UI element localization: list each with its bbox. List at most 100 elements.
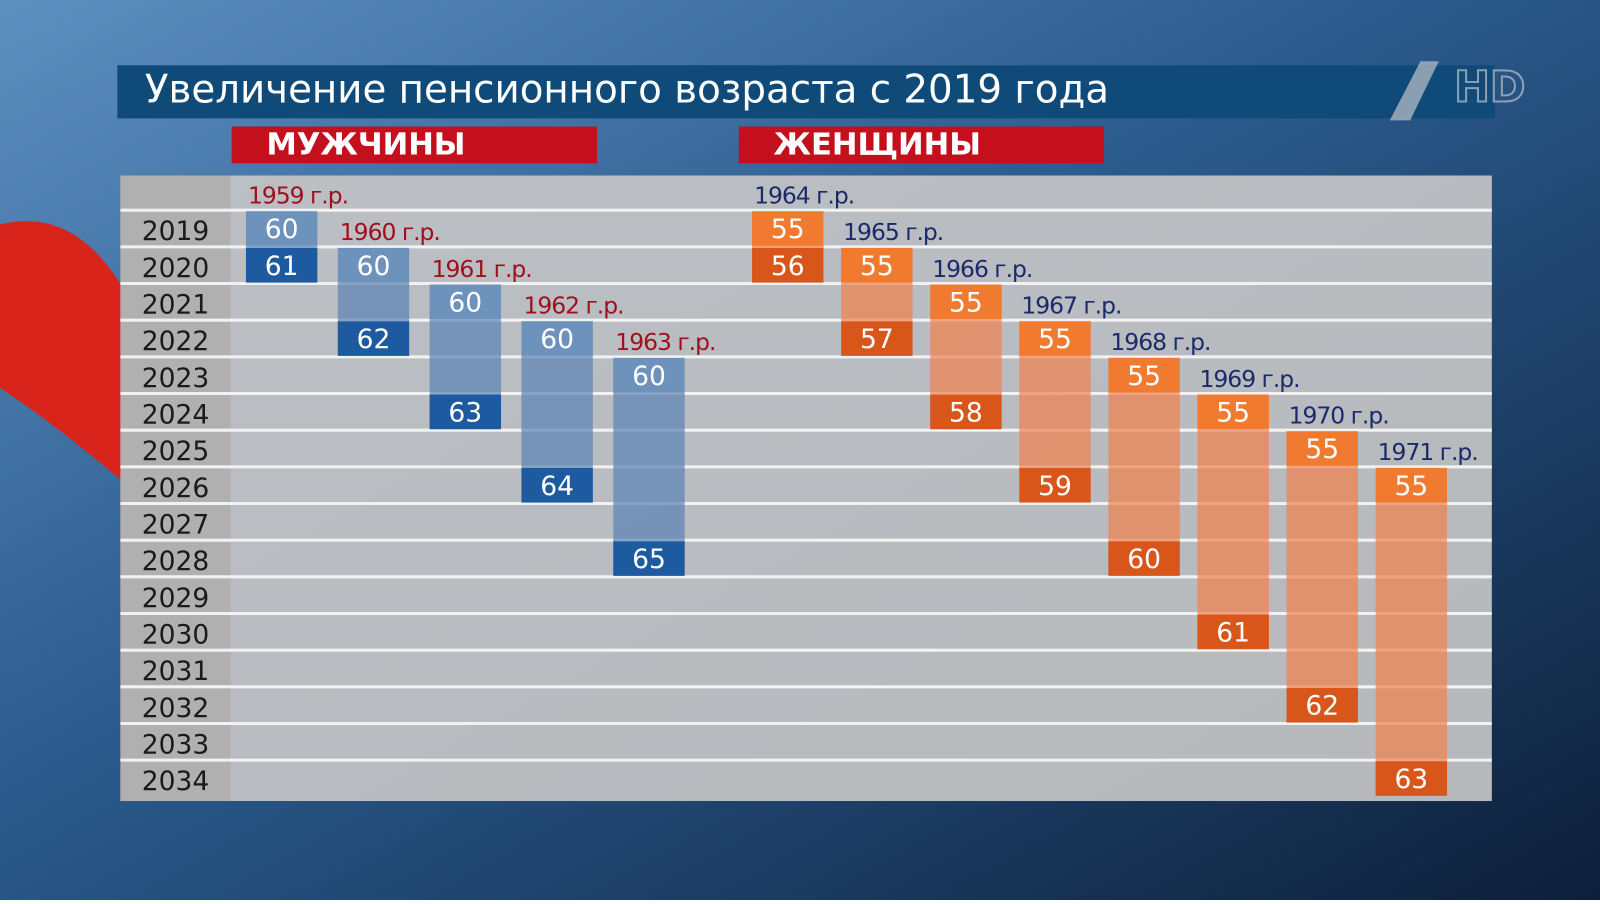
end-age: 62 <box>357 324 391 355</box>
cohort-span <box>337 282 410 322</box>
cohort-label: 1968 г.р. <box>1110 328 1210 356</box>
end-box <box>841 321 913 356</box>
end-box <box>1197 614 1269 650</box>
start-box <box>841 247 913 283</box>
start-box <box>521 321 593 356</box>
cohort-label: 1964 г.р. <box>754 181 854 209</box>
title: Увеличение пенсионного возраста с 2019 г… <box>145 67 1109 112</box>
cohort-span <box>245 245 318 248</box>
year-label: 2023 <box>142 363 209 394</box>
cohort-span <box>841 282 913 322</box>
year-label: 2022 <box>142 326 209 357</box>
group-label: МУЖЧИНЫ <box>266 127 465 162</box>
start-age: 55 <box>949 287 983 318</box>
year-label: 2019 <box>142 216 209 247</box>
end-age: 65 <box>632 544 666 575</box>
end-box <box>752 247 824 283</box>
end-age: 57 <box>860 324 894 355</box>
cohort-span <box>1108 392 1180 542</box>
start-age: 55 <box>1305 434 1339 465</box>
end-age: 61 <box>1216 617 1250 648</box>
year-label: 2028 <box>142 546 209 577</box>
logo-hd: HD <box>1454 62 1525 112</box>
year-label: 2031 <box>142 656 209 687</box>
start-box <box>337 247 410 283</box>
start-age: 55 <box>771 214 805 245</box>
year-label: 2021 <box>142 289 209 320</box>
cohort-span <box>1019 355 1091 468</box>
start-age: 55 <box>1038 324 1072 355</box>
start-box <box>1197 394 1269 430</box>
group-header <box>738 126 1105 164</box>
end-age: 59 <box>1038 471 1072 502</box>
start-age: 60 <box>540 324 574 355</box>
cohort-span <box>1197 429 1269 615</box>
start-box <box>930 284 1002 320</box>
start-age: 55 <box>1394 471 1428 502</box>
cohort-label: 1966 г.р. <box>932 255 1032 283</box>
cohort-label: 1959 г.р. <box>248 181 348 209</box>
start-age: 60 <box>357 251 391 282</box>
group-header <box>231 126 597 164</box>
year-label: 2032 <box>142 693 209 724</box>
year-label: 2029 <box>142 583 209 614</box>
year-label: 2024 <box>142 399 209 430</box>
start-box <box>245 211 318 246</box>
cohort-span <box>752 245 824 248</box>
cohort-span <box>1286 465 1358 688</box>
cohort-span <box>1375 502 1448 762</box>
cohort-label: 1967 г.р. <box>1021 291 1121 319</box>
start-age: 55 <box>860 251 894 282</box>
cohort-label: 1969 г.р. <box>1199 365 1299 393</box>
start-age: 55 <box>1127 361 1161 392</box>
start-box <box>1108 357 1180 393</box>
cohort-label: 1961 г.р. <box>432 255 532 283</box>
start-age: 60 <box>632 361 666 392</box>
start-box <box>1375 467 1448 503</box>
end-age: 63 <box>1394 764 1428 795</box>
end-age: 61 <box>265 251 299 282</box>
year-column <box>120 175 231 802</box>
end-box <box>521 467 593 503</box>
end-age: 60 <box>1127 544 1161 575</box>
start-age: 60 <box>448 287 482 318</box>
end-age: 62 <box>1305 691 1339 722</box>
cohort-label: 1962 г.р. <box>523 291 623 319</box>
cohort-label: 1963 г.р. <box>615 328 715 356</box>
title-bar <box>117 65 1495 119</box>
start-box <box>429 284 502 320</box>
end-box <box>1375 761 1448 796</box>
start-box <box>613 357 685 393</box>
end-age: 64 <box>540 471 574 502</box>
end-box <box>1019 467 1091 503</box>
start-box <box>752 211 824 246</box>
end-age: 58 <box>949 397 983 428</box>
red-swoosh <box>0 221 133 490</box>
year-label: 2020 <box>142 253 209 284</box>
cohort-span <box>521 355 593 468</box>
start-age: 55 <box>1216 397 1250 428</box>
year-label: 2030 <box>142 619 209 650</box>
start-box <box>1019 321 1091 356</box>
year-label: 2025 <box>142 436 209 467</box>
year-label: 2026 <box>142 473 209 504</box>
end-age: 56 <box>771 251 805 282</box>
year-label: 2027 <box>142 509 209 540</box>
cohort-span <box>613 392 685 542</box>
cohort-label: 1970 г.р. <box>1289 401 1389 429</box>
group-label: ЖЕНЩИНЫ <box>773 127 981 162</box>
end-box <box>337 321 410 356</box>
end-box <box>1286 687 1358 723</box>
end-box <box>429 394 502 430</box>
cohort-label: 1971 г.р. <box>1378 438 1478 466</box>
year-label: 2033 <box>142 729 209 760</box>
end-box <box>613 541 685 576</box>
start-age: 60 <box>265 214 299 245</box>
end-box <box>1108 541 1180 576</box>
cohort-span <box>930 319 1002 395</box>
logo-one <box>1389 61 1439 121</box>
cohort-label: 1965 г.р. <box>843 218 943 246</box>
cohort-label: 1960 г.р. <box>340 218 440 246</box>
end-box <box>930 394 1002 430</box>
